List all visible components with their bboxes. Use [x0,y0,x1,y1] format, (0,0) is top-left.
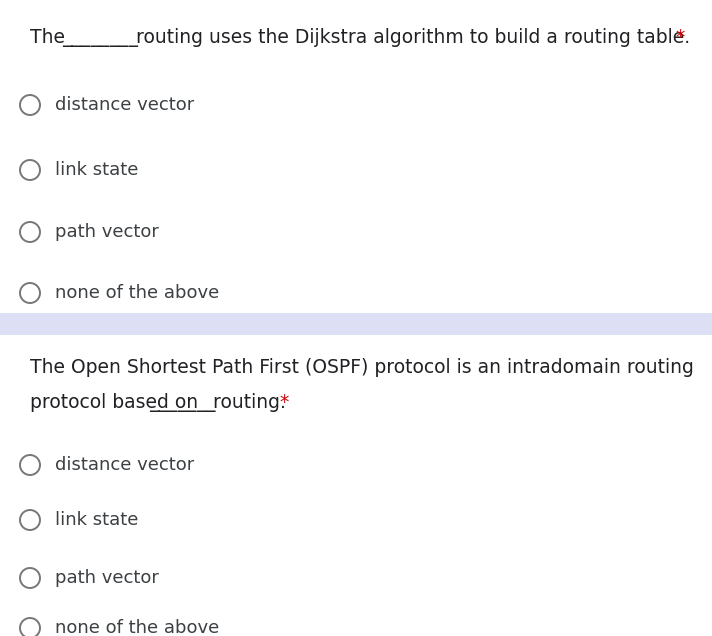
Text: distance vector: distance vector [55,96,194,114]
Text: routing.: routing. [207,393,286,412]
Text: none of the above: none of the above [55,619,219,636]
Text: *: * [670,28,685,47]
Text: link state: link state [55,161,138,179]
Text: path vector: path vector [55,223,159,241]
Text: The: The [30,28,71,47]
Text: distance vector: distance vector [55,456,194,474]
Text: protocol based on: protocol based on [30,393,204,412]
Text: routing uses the Dijkstra algorithm to build a routing table.: routing uses the Dijkstra algorithm to b… [130,28,690,47]
Text: *: * [274,393,289,412]
Text: path vector: path vector [55,569,159,587]
Text: link state: link state [55,511,138,529]
FancyBboxPatch shape [0,313,712,335]
Text: none of the above: none of the above [55,284,219,302]
Text: _______: _______ [149,393,216,412]
Text: The Open Shortest Path First (OSPF) protocol is an intradomain routing: The Open Shortest Path First (OSPF) prot… [30,358,694,377]
Text: ________: ________ [62,28,138,47]
